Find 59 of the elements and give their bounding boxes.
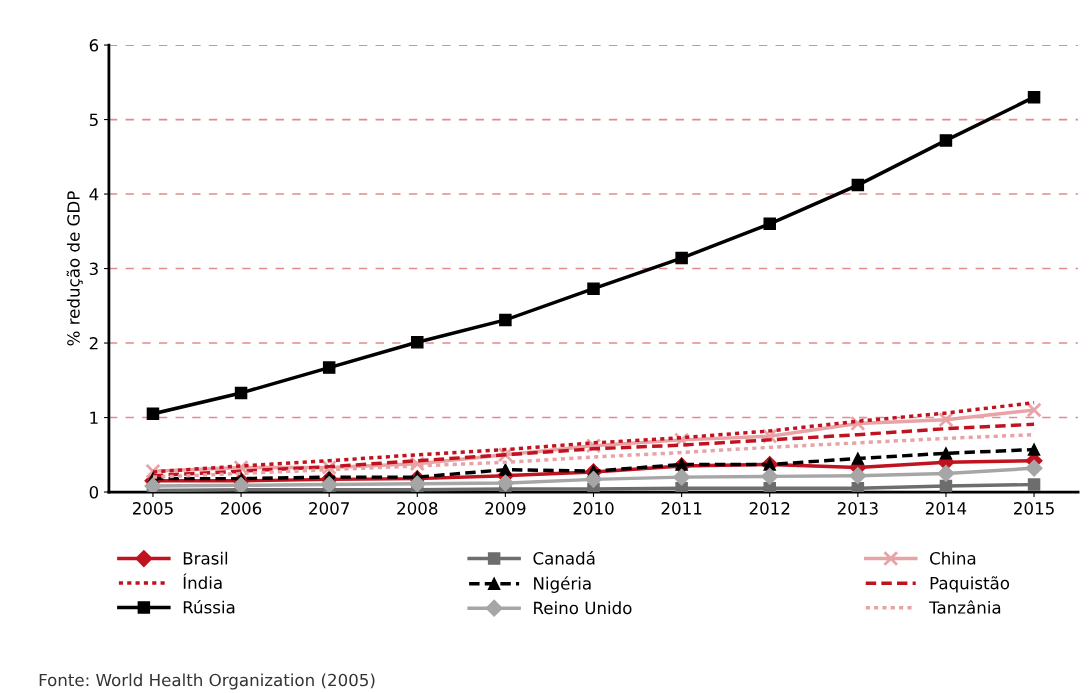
legend-label: Reino Unido <box>534 601 632 615</box>
legend-label: Brasil <box>183 551 228 565</box>
point <box>851 482 865 493</box>
point <box>411 336 424 349</box>
point <box>1027 443 1041 456</box>
legend-label: China <box>930 551 976 565</box>
point <box>496 474 514 492</box>
point <box>939 134 953 147</box>
point <box>673 468 691 486</box>
x-tick-label: 2014 <box>925 502 967 515</box>
y-tick-label: 6 <box>89 39 99 52</box>
point <box>939 447 953 460</box>
x-tick-label: 2008 <box>397 502 438 515</box>
y-tick-label: 1 <box>90 411 98 424</box>
x-tick-label: 2006 <box>221 502 262 515</box>
y-tick-label: 5 <box>89 113 98 127</box>
point <box>584 470 603 488</box>
point <box>937 464 955 482</box>
point <box>761 467 779 485</box>
point <box>408 475 426 493</box>
point <box>849 467 867 485</box>
x-tick-label: 2007 <box>309 502 349 515</box>
x-tick-label: 2015 <box>1014 502 1054 515</box>
point <box>939 479 953 493</box>
legend-label: Nigéria <box>534 576 591 593</box>
x-tick-label: 2012 <box>749 502 790 515</box>
point <box>675 482 688 493</box>
legend-label: Rússia <box>183 599 235 614</box>
point <box>499 313 512 327</box>
point <box>851 178 865 192</box>
legend-label: Paquistão <box>930 576 1010 593</box>
point <box>499 463 512 476</box>
y-tick-label: 4 <box>89 188 99 201</box>
x-tick-label: 2005 <box>132 502 173 515</box>
point <box>146 407 160 421</box>
y-axis-title: % redução de GDP <box>66 191 83 346</box>
source-note: Fonte: World Health Organization (2005) <box>39 673 375 690</box>
legend-label: Índia <box>183 573 222 590</box>
legend-label: Tanzânia <box>929 600 1001 614</box>
point <box>320 476 338 493</box>
point <box>1027 478 1041 491</box>
point <box>322 361 336 374</box>
x-tick-label: 2011 <box>661 502 702 515</box>
x-tick-label: 2013 <box>837 502 878 515</box>
legend-label: Canadá <box>533 551 595 565</box>
y-tick-label: 3 <box>89 262 98 276</box>
x-tick-label: 2010 <box>573 502 614 515</box>
point <box>763 217 776 231</box>
point <box>1025 459 1043 477</box>
point <box>1027 90 1041 104</box>
y-tick-label: 0 <box>89 485 99 499</box>
point <box>851 452 865 465</box>
point <box>587 282 600 295</box>
point <box>675 251 688 265</box>
y-tick-label: 2 <box>89 337 98 350</box>
x-tick-label: 2009 <box>485 502 526 515</box>
point <box>234 386 248 400</box>
point <box>763 482 776 493</box>
point <box>675 458 688 471</box>
